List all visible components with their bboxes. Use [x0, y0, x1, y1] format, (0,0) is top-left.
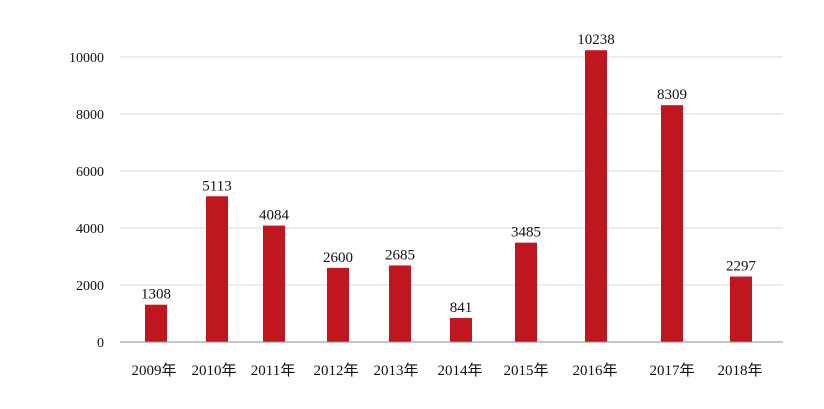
x-tick-label: 2009年 — [131, 362, 176, 379]
bar — [145, 304, 167, 342]
bars — [145, 50, 752, 342]
data-label: 8309 — [657, 87, 687, 103]
data-label: 1308 — [141, 287, 171, 303]
y-tick-label: 8000 — [76, 108, 104, 123]
data-label: 2600 — [323, 250, 353, 266]
bar — [206, 196, 228, 342]
data-label: 2297 — [726, 259, 757, 275]
x-tick-label: 2016年 — [572, 362, 617, 379]
x-tick-label: 2013年 — [373, 362, 418, 379]
bar — [585, 50, 607, 342]
bar — [263, 225, 285, 342]
data-label: 4084 — [259, 208, 290, 224]
bar — [515, 242, 537, 342]
y-tick-label: 10000 — [69, 51, 104, 66]
y-tick-label: 0 — [97, 336, 104, 351]
data-label: 2685 — [385, 247, 415, 263]
x-axis-categories: 2009年 2010年 2011年 2012年 2013年 2014年 2015年 2016年… — [131, 362, 762, 379]
data-label: 5113 — [202, 178, 231, 194]
y-axis-ticks: 0 2000 4000 6000 8000 10000 — [69, 51, 104, 351]
y-tick-label: 2000 — [76, 279, 104, 294]
x-tick-label: 2017年 — [649, 362, 694, 379]
bar — [327, 267, 349, 342]
data-labels: 1308 5113 4084 2600 2685 841 3485 10238 8309 2297 — [141, 32, 757, 316]
data-label: 841 — [450, 300, 473, 316]
bar — [661, 105, 683, 342]
bar — [450, 318, 472, 342]
y-tick-label: 6000 — [76, 165, 104, 180]
bar — [389, 265, 411, 342]
data-label: 10238 — [577, 32, 615, 48]
x-tick-label: 2014年 — [437, 362, 482, 379]
x-tick-label: 2015年 — [503, 362, 548, 379]
x-tick-label: 2010年 — [191, 362, 236, 379]
data-label: 3485 — [511, 225, 541, 241]
bar — [730, 276, 752, 342]
x-tick-label: 2012年 — [313, 362, 358, 379]
x-tick-label: 2011年 — [251, 362, 295, 379]
x-tick-label: 2018年 — [717, 362, 762, 379]
y-tick-label: 4000 — [76, 222, 104, 237]
